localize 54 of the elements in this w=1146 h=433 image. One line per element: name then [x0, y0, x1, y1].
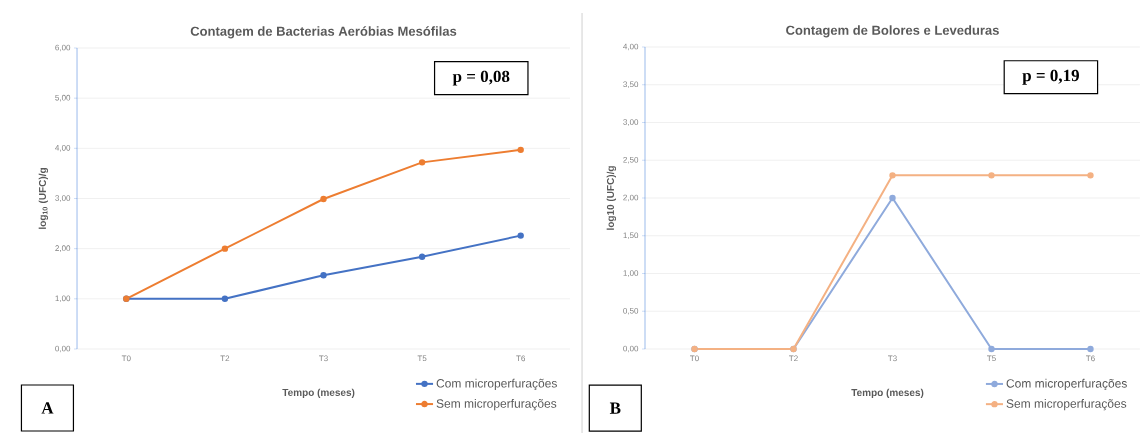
legend-label: Com microperfurações	[1006, 378, 1127, 391]
x-tick-label: T2	[220, 355, 230, 362]
x-tick-label: T0	[121, 355, 131, 362]
x-tick-label: T6	[1086, 355, 1095, 362]
y-tick-label: 2,00	[623, 194, 639, 202]
point	[1087, 345, 1094, 353]
legend-label: Sem microperfurações	[1006, 399, 1127, 411]
chart-title: Contagem de Bacterias Aeróbias Mesófilas	[190, 26, 457, 39]
y-tick-label: 4,00	[55, 145, 71, 152]
y-axis-title: log10 (UFC)/g	[606, 166, 617, 230]
y-tick-label: 1,50	[623, 232, 639, 240]
legend-label: Sem microperfurações	[436, 398, 557, 411]
y-tick-label: 4,00	[623, 43, 639, 51]
x-tick-label: T6	[516, 355, 526, 362]
point	[418, 253, 426, 260]
y-tick-label: 1,00	[623, 270, 639, 277]
x-tick-label: T3	[888, 355, 897, 362]
point	[889, 172, 896, 179]
y-tick-label: 1,00	[55, 295, 71, 303]
point	[320, 272, 327, 279]
point	[418, 159, 426, 166]
point	[320, 195, 327, 203]
x-axis-title: Tempo (meses)	[851, 388, 924, 399]
y-tick-label: 3,50	[623, 81, 639, 89]
annotation: p = 0,19	[1022, 69, 1079, 85]
x-tick-label: T0	[690, 355, 699, 362]
point	[889, 194, 896, 202]
y-tick-label: 0,50	[623, 307, 639, 315]
point	[1087, 172, 1094, 179]
y-tick-label: 3,00	[55, 195, 71, 202]
y-tick-label: 0,00	[55, 345, 71, 353]
y-tick-label: 3,00	[623, 119, 639, 126]
x-tick-label: T5	[987, 355, 996, 362]
x-tick-label: T5	[417, 355, 427, 362]
annotation: p = 0,08	[452, 70, 510, 86]
text: A	[41, 402, 54, 414]
point	[988, 345, 995, 353]
y-axis-title: log$_{10}$ (UFC)/g	[38, 168, 49, 229]
text: B	[609, 402, 621, 414]
point	[517, 232, 524, 239]
point	[988, 172, 995, 179]
point	[517, 146, 524, 154]
point	[221, 245, 229, 252]
y-tick-label: 2,00	[55, 245, 71, 252]
y-tick-label: 2,50	[623, 156, 639, 164]
legend-label: Com microperfurações	[436, 378, 557, 391]
x-tick-label: T3	[319, 355, 328, 362]
point	[221, 295, 229, 303]
x-tick-label: T2	[789, 355, 798, 362]
y-tick-label: 0,00	[623, 345, 639, 353]
y-tick-label: 5,00	[55, 94, 71, 102]
y-tick-label: 6,00	[55, 44, 71, 52]
chart-title: Contagem de Bolores e Leveduras	[786, 25, 999, 38]
x-axis-title: Tempo (meses)	[282, 388, 355, 398]
